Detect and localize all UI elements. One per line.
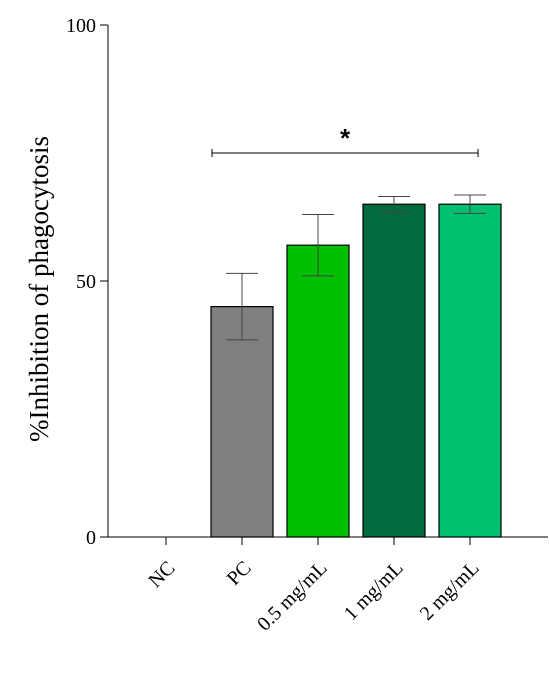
bar-1-mg-ml	[362, 203, 426, 538]
y-axis-label: %Inhibition of phagocytosis	[24, 136, 54, 442]
x-category-label: 1 mg/mL	[340, 557, 408, 625]
bars	[210, 203, 502, 538]
axes: 0 50 100	[66, 15, 548, 549]
x-category-label: PC	[223, 557, 256, 590]
y-tick-label: 100	[66, 15, 96, 37]
bar-0-5-mg-ml	[286, 244, 350, 538]
x-category-label: 2 mg/mL	[416, 557, 484, 625]
significance-star: *	[340, 123, 351, 153]
y-tick-label: 0	[86, 527, 96, 549]
significance-annotation: *	[211, 123, 479, 157]
error-bars	[226, 194, 486, 341]
x-category-label: 0.5 mg/mL	[253, 557, 331, 635]
bar-pc	[210, 306, 274, 538]
y-tick-label: 50	[76, 271, 96, 293]
x-category-label: NC	[144, 557, 179, 592]
bar-2-mg-ml	[438, 203, 502, 538]
